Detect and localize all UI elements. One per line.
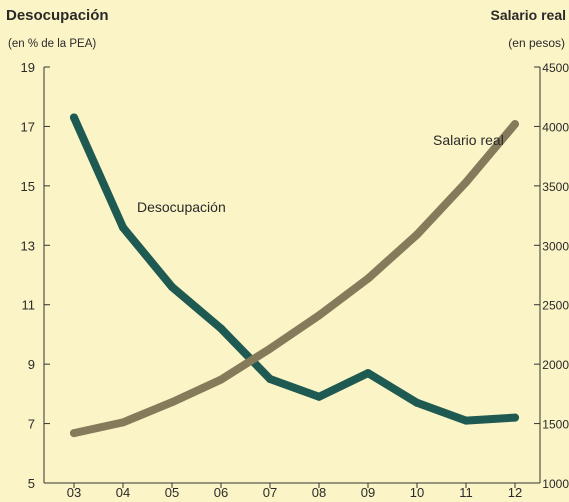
right-tick-label: 2500 [542,299,569,313]
left-tick-label: 11 [22,298,36,313]
left-axis-title: Desocupación [6,7,109,24]
data-point-desocupacion [266,375,274,383]
data-point-salario-real [315,311,323,320]
x-tick-label: 12 [508,485,522,500]
data-point-salario-real [217,375,225,384]
x-tick-label: 05 [165,485,179,500]
data-point-salario-real [168,398,176,407]
right-axis-subtitle: (en pesos) [508,36,565,50]
right-tick-label: 4000 [542,120,569,134]
right-tick-label: 2000 [542,358,569,372]
right-tick-label: 4500 [542,61,569,75]
series-line-salario-real [70,120,519,438]
x-tick-label: 10 [410,485,424,500]
left-tick-label: 15 [21,179,35,194]
data-point-desocupacion [315,392,323,401]
data-point-desocupacion [364,369,372,378]
data-point-salario-real [266,344,274,353]
data-point-salario-real [70,429,78,438]
x-tick-label: 11 [459,485,473,500]
series-line-desocupacion [70,113,519,425]
data-point-desocupacion [413,398,421,407]
data-point-salario-real [462,178,470,187]
x-tick-label: 06 [214,485,228,500]
data-point-desocupacion [119,223,127,232]
right-tick-label: 3000 [542,239,569,253]
left-tick-label: 9 [28,357,35,372]
data-point-desocupacion [511,413,519,422]
series-label-desocupacion: Desocupación [137,199,226,215]
right-tick-label: 1000 [542,477,569,491]
left-tick-label: 17 [21,119,35,134]
data-point-salario-real [119,418,127,427]
axes: 5 7 9 11 13 15 17 19 1000 1500 2000 2500 3000 3500 400… [21,60,569,500]
data-point-salario-real [413,230,421,239]
right-tick-label: 3500 [542,180,569,194]
left-tick-label: 19 [21,60,35,75]
left-axis-subtitle: (en % de la PEA) [8,38,96,50]
right-axis-title: Salario real [491,7,567,23]
x-tick-label: 09 [361,485,375,500]
x-tick-label: 03 [67,485,81,500]
left-tick-label: 13 [21,238,35,253]
data-point-desocupacion [217,324,225,333]
series-lines [70,113,519,438]
left-tick-label: 5 [28,476,35,491]
data-point-desocupacion [70,113,78,122]
x-tick-label: 04 [116,485,130,500]
data-point-desocupacion [168,282,176,291]
x-tick-label: 08 [312,485,326,500]
series-label-salario-real: Salario real [433,132,504,148]
data-point-salario-real [511,120,519,129]
right-tick-label: 1500 [542,418,569,432]
data-point-desocupacion [462,416,470,425]
data-point-salario-real [364,274,372,283]
x-tick-label: 07 [263,485,277,500]
left-tick-label: 7 [28,417,35,432]
